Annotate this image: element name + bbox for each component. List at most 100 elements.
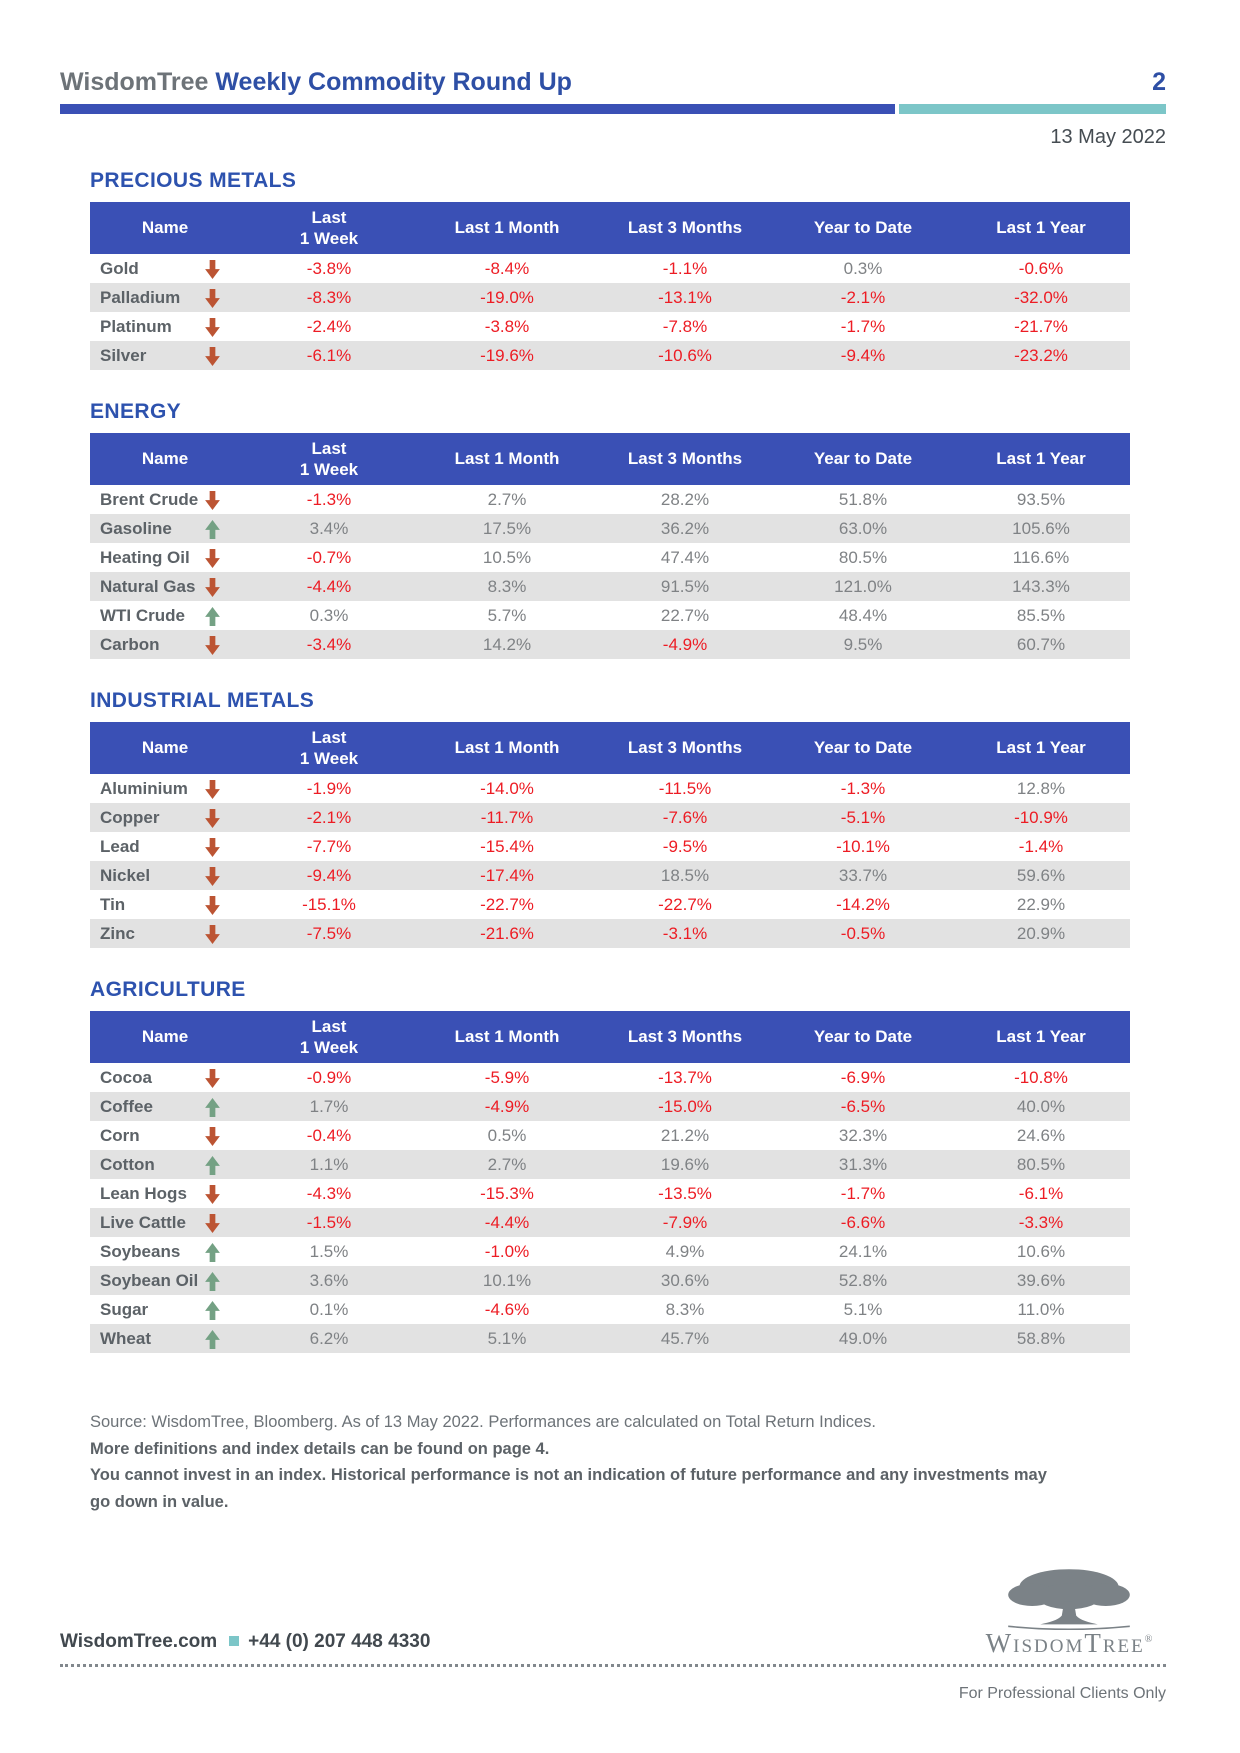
commodity-name: Aluminium	[100, 778, 188, 798]
performance-value: 116.6%	[1012, 547, 1070, 567]
page-title: WisdomTree Weekly Commodity Round Up	[60, 68, 572, 97]
performance-value: 3.4%	[309, 518, 349, 538]
commodity-name: Live Cattle	[100, 1212, 186, 1232]
performance-value: 2.7%	[487, 489, 527, 509]
arrow-down-icon	[205, 289, 240, 308]
performance-value: 0.5%	[487, 1125, 527, 1145]
performance-value: -15.4%	[480, 836, 534, 856]
performance-value: -3.4%	[306, 634, 352, 654]
column-header-last-3-months: Last 3 Months	[596, 1011, 774, 1063]
performance-value: -6.5%	[840, 1096, 886, 1116]
performance-value: -10.1%	[836, 836, 890, 856]
direction-cell	[205, 890, 240, 919]
performance-value: -2.1%	[840, 287, 886, 307]
arrow-down-icon	[205, 1127, 240, 1146]
commodity-name: Gasoline	[100, 518, 172, 538]
commodity-name: Lead	[100, 836, 140, 856]
arrow-down-icon	[205, 549, 240, 568]
column-header-last-1-year: Last 1 Year	[952, 1011, 1130, 1063]
performance-value: -5.1%	[840, 807, 886, 827]
performance-value: -0.5%	[840, 923, 886, 943]
performance-value: -11.5%	[658, 778, 712, 798]
arrow-down-icon	[205, 867, 240, 886]
commodity-name: Heating Oil	[100, 547, 190, 567]
performance-value: -10.6%	[658, 345, 712, 365]
arrow-up-icon	[205, 1098, 240, 1117]
performance-value: 63.0%	[838, 518, 888, 538]
table-row: Platinum -2.4% -3.8% -7.8% -1.7% -21.7%	[90, 312, 1130, 341]
arrow-up-icon	[205, 1330, 240, 1349]
direction-cell	[205, 1150, 240, 1179]
website-link[interactable]: WisdomTree.com	[60, 1631, 218, 1652]
section-title-precious-metals: PRECIOUS METALS	[90, 169, 297, 192]
column-header-last-1-year: Last 1 Year	[952, 722, 1130, 774]
commodity-name: Cotton	[100, 1154, 155, 1174]
column-header-year-to-date: Year to Date	[774, 1011, 952, 1063]
performance-value: -1.3%	[306, 489, 352, 509]
performance-value: 58.8%	[1016, 1328, 1066, 1348]
performance-value: 8.3%	[487, 576, 527, 596]
table-row: Palladium -8.3% -19.0% -13.1% -2.1% -32.…	[90, 283, 1130, 312]
performance-value: 8.3%	[665, 1299, 705, 1319]
table-row: Heating Oil -0.7% 10.5% 47.4% 80.5% 116.…	[90, 543, 1130, 572]
performance-value: -22.7%	[480, 894, 534, 914]
performance-value: 20.9%	[1016, 923, 1066, 943]
table-row: Aluminium -1.9% -14.0% -11.5% -1.3% 12.8…	[90, 774, 1130, 803]
column-header-last-1-week: Last 1 Week	[240, 433, 418, 485]
performance-value: 52.8%	[838, 1270, 888, 1290]
arrow-up-icon	[205, 1156, 240, 1175]
performance-value: 21.2%	[660, 1125, 710, 1145]
direction-cell	[205, 832, 240, 861]
performance-value: 1.7%	[309, 1096, 349, 1116]
arrow-down-icon	[205, 838, 240, 857]
page-footer: WisdomTree.com +44 (0) 207 448 4330 Wisdo…	[60, 1533, 1166, 1753]
direction-cell	[205, 774, 240, 803]
performance-value: 45.7%	[660, 1328, 710, 1348]
performance-value: -1.4%	[1018, 836, 1064, 856]
arrow-up-icon	[205, 607, 240, 626]
performance-value: -1.7%	[840, 1183, 886, 1203]
table-row: Coffee 1.7% -4.9% -15.0% -6.5% 40.0%	[90, 1092, 1130, 1121]
performance-value: -4.4%	[484, 1212, 530, 1232]
direction-cell	[205, 1295, 240, 1324]
performance-value: 9.5%	[843, 634, 883, 654]
logo-wordmark: WisdomTree®	[985, 1628, 1153, 1658]
performance-value: 143.3%	[1012, 576, 1070, 596]
professional-clients-tagline: For Professional Clients Only	[958, 1685, 1166, 1702]
column-header-last-1-month: Last 1 Month	[418, 1011, 596, 1063]
performance-value: -9.5%	[662, 836, 708, 856]
table-header-row: Name Last 1 Week Last 1 Month Last 3 Mon…	[90, 722, 1130, 774]
commodity-name: Silver	[100, 345, 147, 365]
commodity-name: Corn	[100, 1125, 140, 1145]
arrow-down-icon	[205, 347, 240, 366]
registered-trademark: ®	[1144, 1634, 1153, 1645]
page-header: WisdomTree Weekly Commodity Round Up 2	[60, 0, 1166, 97]
performance-value: -21.6%	[480, 923, 534, 943]
column-header-last-1-month: Last 1 Month	[418, 722, 596, 774]
performance-value: 17.5%	[482, 518, 532, 538]
section-title-agriculture: AGRICULTURE	[90, 978, 246, 1001]
performance-value: -1.5%	[306, 1212, 352, 1232]
arrow-up-icon	[205, 1243, 240, 1262]
arrow-down-icon	[205, 780, 240, 799]
performance-value: 5.7%	[487, 605, 527, 625]
arrow-down-icon	[205, 1069, 240, 1088]
performance-value: 24.6%	[1016, 1125, 1066, 1145]
performance-value: -9.4%	[840, 345, 886, 365]
arrow-down-icon	[205, 1185, 240, 1204]
performance-value: -23.2%	[1014, 345, 1068, 365]
performance-value: 10.6%	[1016, 1241, 1066, 1261]
table-header-row: Name Last 1 Week Last 1 Month Last 3 Mon…	[90, 202, 1130, 254]
source-note: Source: WisdomTree, Bloomberg. As of 13 …	[90, 1413, 876, 1431]
performance-value: 49.0%	[838, 1328, 888, 1348]
performance-value: 24.1%	[838, 1241, 888, 1261]
header-rule	[60, 104, 1166, 114]
performance-value: -13.5%	[658, 1183, 712, 1203]
performance-value: -1.1%	[662, 258, 708, 278]
commodity-name: Coffee	[100, 1096, 153, 1116]
column-header-year-to-date: Year to Date	[774, 433, 952, 485]
performance-value: 0.3%	[309, 605, 349, 625]
performance-value: -6.1%	[1018, 1183, 1064, 1203]
brand-name: WisdomTree	[60, 68, 209, 96]
performance-value: -4.9%	[484, 1096, 530, 1116]
